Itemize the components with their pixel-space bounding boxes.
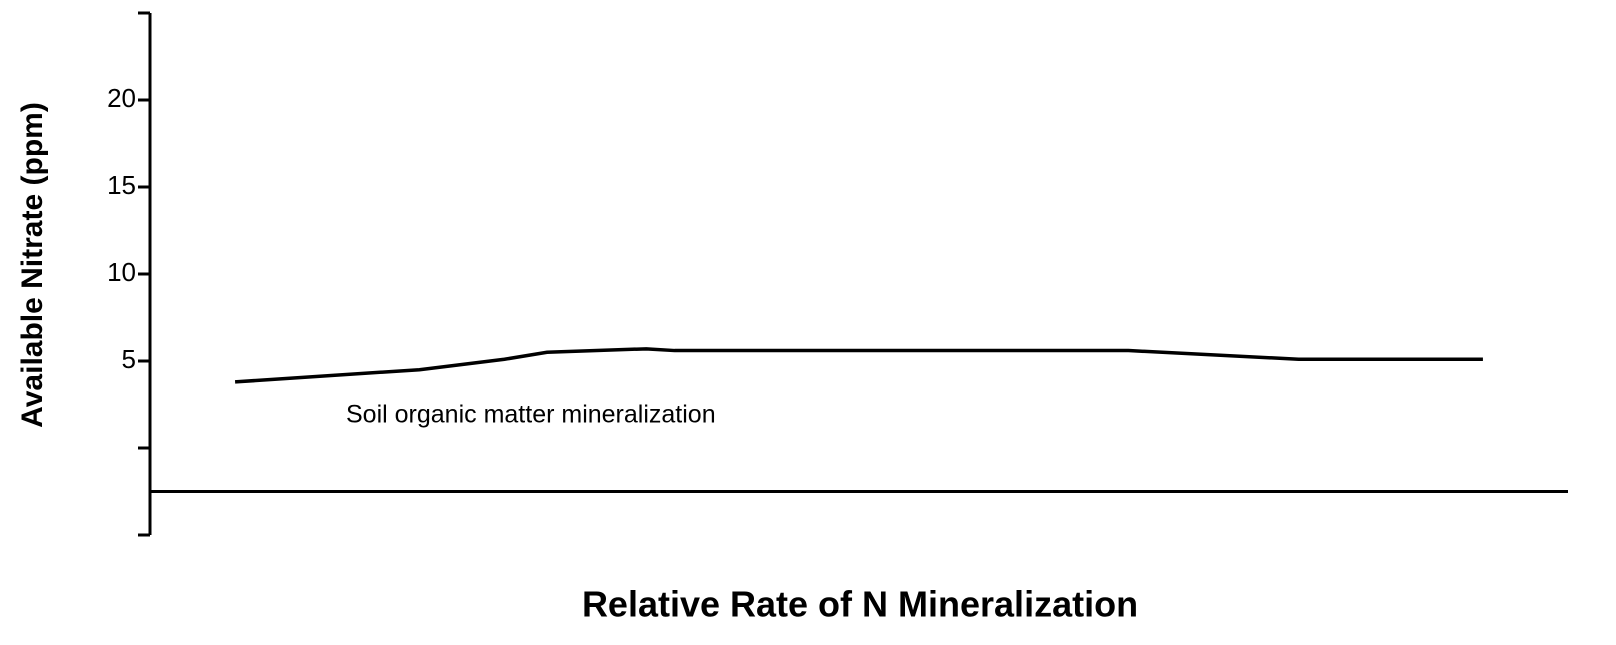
y-tick-label: 5 xyxy=(122,344,136,374)
data-line xyxy=(234,347,1483,384)
x-axis-title: Relative Rate of N Mineralization xyxy=(582,584,1138,625)
y-tick-label: 10 xyxy=(107,257,136,287)
y-tick-label: 20 xyxy=(107,83,136,113)
y-axis-title: Available Nitrate (ppm) xyxy=(16,102,49,428)
y-tick-label: 15 xyxy=(107,170,136,200)
annotation: Soil organic matter mineralization xyxy=(346,401,716,429)
